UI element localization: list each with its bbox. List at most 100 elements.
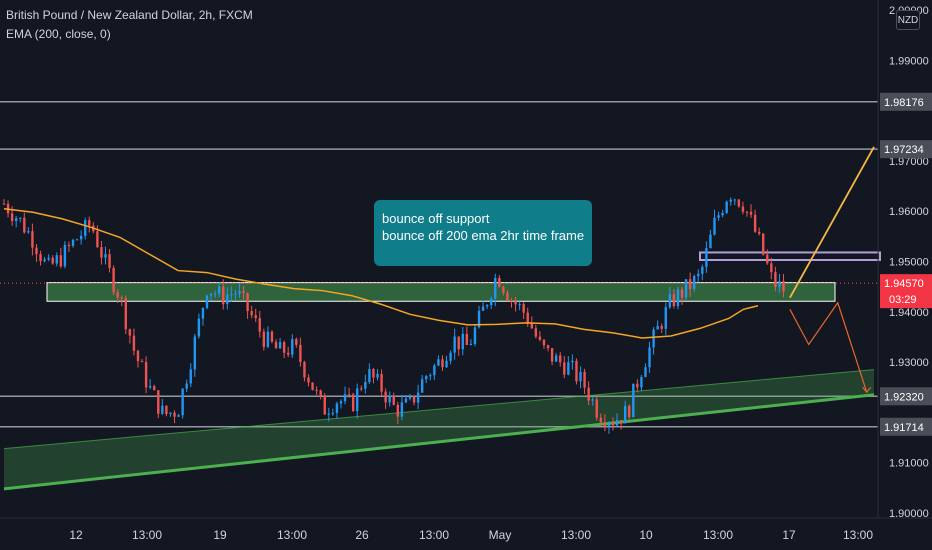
candle-body: [331, 412, 335, 414]
candle-body: [47, 257, 50, 260]
candle-body: [2, 203, 6, 205]
candle-body: [39, 254, 42, 262]
candle-body: [713, 217, 716, 235]
candle-body: [254, 315, 257, 319]
candle-body: [132, 335, 136, 351]
y-tick-label: 1.99000: [889, 55, 929, 67]
candle-body: [636, 383, 639, 388]
candle-body: [697, 273, 700, 277]
candle-body: [412, 396, 416, 403]
candle-body: [457, 336, 460, 350]
candle-body: [640, 376, 643, 388]
current-price-label: 1.94570: [884, 278, 924, 290]
candle-body: [124, 298, 127, 330]
candle-body: [688, 279, 692, 290]
candle-body: [364, 381, 367, 389]
candle-body: [729, 199, 732, 202]
candle-body: [19, 217, 22, 219]
candle-body: [766, 254, 769, 264]
candle-body: [84, 220, 87, 236]
candle-body: [782, 281, 785, 292]
candle-body: [303, 362, 306, 378]
candle-body: [607, 423, 611, 427]
candle-body: [717, 215, 720, 218]
candle-body: [157, 390, 160, 414]
annotation-line-2: bounce off 200 ema 2hr time frame: [382, 228, 585, 243]
currency-selector[interactable]: NZD: [896, 10, 920, 30]
current-price-tag: [880, 274, 932, 309]
candle-body: [778, 281, 781, 287]
candle-body: [291, 339, 294, 355]
candle-body: [278, 342, 282, 349]
candle-body: [542, 339, 546, 346]
x-tick-label: 13:00: [561, 528, 591, 542]
trend-channel-lower: [3, 393, 875, 491]
candle-body: [282, 342, 286, 353]
candle-body: [31, 231, 34, 248]
candle-body: [514, 301, 517, 305]
x-tick-label: 17: [782, 528, 796, 542]
candle-body: [680, 289, 684, 298]
candle-body: [116, 292, 119, 298]
candle-body: [27, 231, 30, 233]
candle-body: [153, 386, 156, 391]
candle-body: [587, 387, 590, 401]
candle-body: [43, 259, 46, 262]
level-price-tag: [880, 387, 932, 406]
candle-body: [242, 291, 245, 294]
x-tick-label: 12: [69, 528, 83, 542]
level-price-label: 1.92320: [884, 391, 924, 403]
candle-body: [392, 395, 395, 405]
candle-body: [96, 231, 99, 248]
candle-body: [71, 239, 75, 246]
indicator-legend[interactable]: EMA (200, close, 0): [6, 27, 111, 41]
ema-200-line: [3, 207, 759, 339]
candle-body: [209, 293, 213, 296]
candle-body: [258, 318, 261, 332]
candle-body: [161, 405, 164, 414]
candle-body: [311, 382, 314, 390]
level-price-tag: [880, 92, 932, 111]
candle-body: [23, 217, 26, 233]
candle-body: [477, 310, 481, 328]
candle-body: [319, 390, 322, 397]
candle-body: [672, 294, 676, 307]
candle-body: [733, 199, 736, 201]
candle-body: [518, 304, 521, 306]
candle-body: [652, 329, 655, 348]
trend-channel-fill: [4, 369, 874, 489]
candle-body: [774, 272, 777, 287]
candle-body: [599, 417, 603, 423]
candle-body: [380, 373, 383, 392]
candle-body: [339, 401, 343, 404]
candle-body: [144, 361, 148, 388]
candle-body: [611, 423, 615, 426]
candle-body: [335, 403, 339, 413]
candle-body: [502, 286, 505, 293]
candle-body: [274, 341, 278, 349]
annotation-callout: bounce off support bounce off 200 ema 2h…: [374, 200, 592, 266]
candle-body: [522, 304, 525, 313]
candle-body: [762, 233, 765, 255]
candle-body: [550, 348, 554, 362]
candle-body: [238, 291, 241, 294]
candle-body: [465, 333, 469, 345]
candle-body: [433, 365, 436, 376]
candle-body: [205, 295, 209, 308]
candle-body: [400, 402, 404, 417]
candle-body: [112, 267, 115, 293]
candle-body: [217, 286, 221, 294]
candle-body: [453, 336, 456, 353]
candle-body: [709, 234, 712, 249]
candle-body: [222, 286, 225, 305]
candle-body: [246, 293, 249, 312]
candle-body: [595, 399, 598, 418]
candle-body: [35, 247, 38, 255]
x-tick-label: 13:00: [843, 528, 873, 542]
level-price-label: 1.91714: [884, 422, 924, 434]
level-price-tag: [880, 140, 932, 159]
candle-body: [481, 306, 485, 311]
candle-body: [445, 360, 448, 368]
x-tick-label: 13:00: [703, 528, 733, 542]
